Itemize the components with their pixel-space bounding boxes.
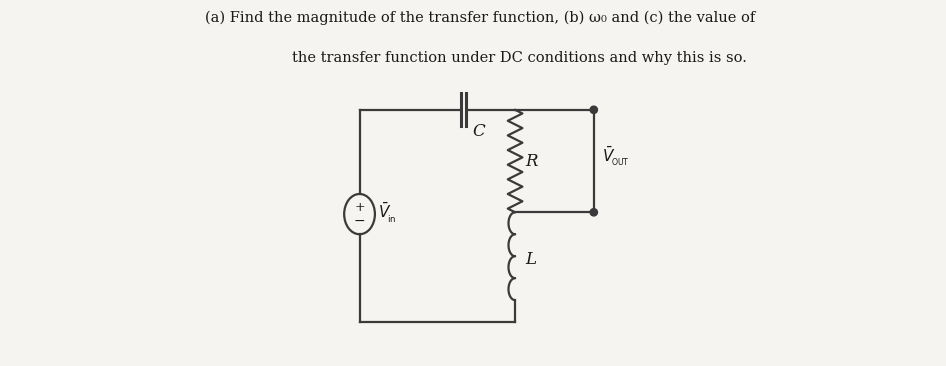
Text: $\bar{V}$: $\bar{V}$ bbox=[602, 146, 615, 165]
Text: R: R bbox=[525, 153, 538, 169]
Text: the transfer function under DC conditions and why this is so.: the transfer function under DC condition… bbox=[291, 51, 746, 65]
Circle shape bbox=[590, 106, 598, 113]
Circle shape bbox=[590, 209, 598, 216]
Text: −: − bbox=[354, 214, 365, 228]
Text: +: + bbox=[354, 201, 365, 214]
Text: $_{\mathsf{in}}$: $_{\mathsf{in}}$ bbox=[387, 210, 396, 224]
Text: C: C bbox=[472, 123, 484, 139]
Text: L: L bbox=[525, 251, 536, 268]
Text: $_{\mathsf{OUT}}$: $_{\mathsf{OUT}}$ bbox=[611, 157, 629, 169]
Text: $\bar{V}$: $\bar{V}$ bbox=[377, 202, 391, 221]
Text: (a) Find the magnitude of the transfer function, (b) ω₀ and (c) the value of: (a) Find the magnitude of the transfer f… bbox=[205, 11, 756, 25]
